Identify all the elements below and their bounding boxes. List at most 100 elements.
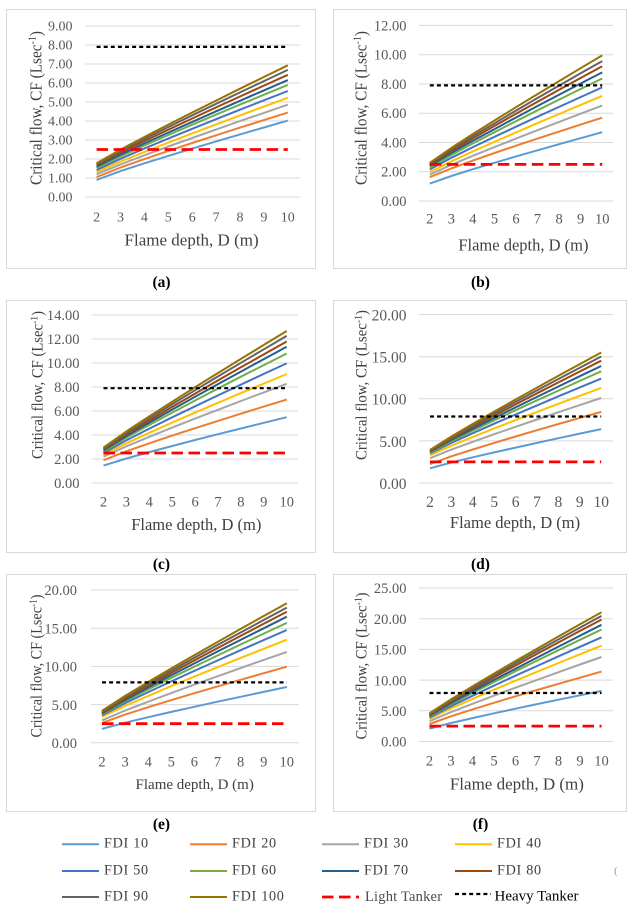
- svg-text:15.00: 15.00: [44, 621, 77, 637]
- svg-text:0.00: 0.00: [379, 476, 406, 493]
- svg-text:9: 9: [260, 495, 267, 511]
- svg-text:25.00: 25.00: [374, 581, 407, 597]
- svg-text:10.00: 10.00: [374, 48, 407, 64]
- svg-text:20.00: 20.00: [374, 612, 407, 628]
- svg-text:2.00: 2.00: [381, 165, 406, 181]
- svg-text:Flame depth, D (m): Flame depth, D (m): [458, 235, 588, 254]
- svg-text:4: 4: [146, 495, 154, 511]
- svg-text:Flame depth, D (m): Flame depth, D (m): [450, 513, 580, 532]
- svg-text:Flame depth, D (m): Flame depth, D (m): [136, 777, 254, 793]
- svg-text:Critical flow, CF (Lsec-1): Critical flow, CF (Lsec-1): [28, 595, 46, 738]
- svg-text:2: 2: [426, 212, 433, 228]
- svg-text:5.00: 5.00: [381, 704, 406, 720]
- svg-text:9: 9: [576, 754, 583, 770]
- svg-text:8: 8: [555, 754, 562, 770]
- svg-text:6: 6: [512, 212, 519, 228]
- svg-text:7: 7: [214, 755, 221, 771]
- svg-text:Critical flow, CF (Lsec-1): Critical flow, CF (Lsec-1): [353, 593, 371, 740]
- svg-text:6: 6: [191, 755, 198, 771]
- svg-text:10.00: 10.00: [44, 660, 77, 676]
- svg-text:(b): (b): [471, 274, 490, 291]
- svg-text:5: 5: [169, 495, 176, 511]
- svg-text:8.00: 8.00: [381, 77, 406, 93]
- svg-text:5: 5: [490, 494, 498, 511]
- svg-text:FDI 50: FDI 50: [104, 862, 149, 878]
- svg-text:9: 9: [260, 210, 267, 225]
- svg-text:FDI 10: FDI 10: [104, 836, 149, 852]
- svg-text:4: 4: [469, 494, 477, 511]
- svg-text:15.00: 15.00: [372, 350, 407, 367]
- svg-text:3: 3: [123, 495, 130, 511]
- svg-text:FDI 30: FDI 30: [364, 836, 409, 852]
- svg-text:9.00: 9.00: [48, 20, 73, 35]
- svg-text:14.00: 14.00: [47, 308, 80, 324]
- svg-text:FDI 70: FDI 70: [364, 862, 409, 878]
- svg-text:4: 4: [469, 212, 477, 228]
- svg-text:2.00: 2.00: [54, 452, 79, 468]
- svg-text:10.00: 10.00: [374, 673, 407, 689]
- svg-text:5.00: 5.00: [48, 96, 73, 111]
- svg-text:10: 10: [280, 755, 295, 771]
- svg-text:0.00: 0.00: [381, 194, 406, 210]
- svg-text:Critical flow, CF (Lsec-1): Critical flow, CF (Lsec-1): [29, 311, 47, 459]
- svg-text:Heavy Tanker: Heavy Tanker: [495, 889, 579, 905]
- svg-text:15.00: 15.00: [374, 643, 407, 659]
- svg-text:4.00: 4.00: [381, 136, 406, 152]
- svg-text:8: 8: [237, 210, 244, 225]
- svg-text:(a): (a): [152, 274, 170, 291]
- svg-text:4: 4: [469, 754, 477, 770]
- svg-text:5: 5: [490, 754, 497, 770]
- svg-text:8: 8: [555, 212, 562, 228]
- svg-text:FDI 60: FDI 60: [232, 862, 277, 878]
- svg-text:4: 4: [141, 210, 148, 225]
- svg-text:0.00: 0.00: [52, 736, 77, 752]
- svg-text:9: 9: [576, 494, 584, 511]
- svg-text:2.00: 2.00: [48, 153, 73, 168]
- svg-text:2: 2: [93, 210, 100, 225]
- svg-text:3: 3: [448, 212, 455, 228]
- svg-text:Flame depth, D (m): Flame depth, D (m): [125, 231, 259, 250]
- svg-text:FDI 90: FDI 90: [104, 888, 149, 904]
- svg-text:8: 8: [555, 494, 563, 511]
- svg-text:(: (: [614, 865, 618, 877]
- svg-text:3: 3: [117, 210, 124, 225]
- svg-text:FDI 20: FDI 20: [232, 836, 277, 852]
- svg-text:7: 7: [533, 754, 540, 770]
- svg-text:6.00: 6.00: [54, 404, 79, 420]
- svg-text:8: 8: [237, 755, 244, 771]
- svg-text:3: 3: [448, 494, 456, 511]
- svg-text:Critical flow, CF (Lsec-1): Critical flow, CF (Lsec-1): [352, 31, 371, 185]
- svg-text:FDI 40: FDI 40: [497, 836, 542, 852]
- svg-text:3: 3: [447, 754, 454, 770]
- svg-text:20.00: 20.00: [372, 308, 407, 325]
- svg-text:8.00: 8.00: [48, 39, 73, 54]
- svg-text:4.00: 4.00: [54, 428, 79, 444]
- svg-text:10: 10: [593, 494, 609, 511]
- svg-text:10: 10: [595, 212, 610, 228]
- svg-text:12.00: 12.00: [374, 18, 407, 34]
- svg-text:1.00: 1.00: [48, 172, 73, 187]
- svg-text:Flame depth, D (m): Flame depth, D (m): [131, 515, 261, 534]
- svg-text:(e): (e): [153, 816, 170, 833]
- svg-text:7: 7: [214, 495, 221, 511]
- svg-text:10.00: 10.00: [47, 356, 80, 372]
- svg-text:20.00: 20.00: [44, 583, 77, 599]
- svg-text:Light Tanker: Light Tanker: [365, 889, 442, 905]
- svg-text:Critical flow, CF (Lsec-1): Critical flow, CF (Lsec-1): [353, 310, 371, 460]
- svg-text:6.00: 6.00: [48, 77, 73, 92]
- svg-text:2: 2: [98, 755, 105, 771]
- svg-text:5: 5: [168, 755, 175, 771]
- svg-text:3.00: 3.00: [48, 134, 73, 149]
- svg-text:6: 6: [189, 210, 196, 225]
- svg-text:4: 4: [145, 755, 153, 771]
- svg-text:5: 5: [491, 212, 498, 228]
- svg-text:0.00: 0.00: [48, 191, 73, 206]
- svg-text:7: 7: [213, 210, 220, 225]
- svg-text:8.00: 8.00: [54, 380, 79, 396]
- svg-text:(d): (d): [471, 556, 490, 573]
- svg-text:5.00: 5.00: [52, 698, 77, 714]
- svg-text:7: 7: [534, 212, 541, 228]
- svg-text:(f): (f): [473, 816, 489, 833]
- svg-text:2: 2: [426, 494, 434, 511]
- svg-text:5.00: 5.00: [379, 434, 406, 451]
